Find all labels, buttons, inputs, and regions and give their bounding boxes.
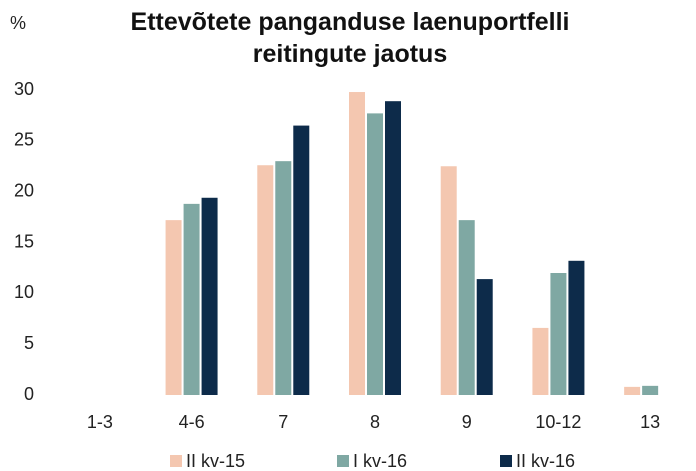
legend-label: II kv-16 [516,451,575,471]
y-tick-label: 25 [14,130,34,150]
legend-swatch [500,455,512,467]
x-tick-label: 7 [278,412,288,432]
x-tick-label: 9 [462,412,472,432]
bar [275,161,292,395]
chart-title: Ettevõtete panganduse laenuportfelli rei… [130,8,570,68]
y-tick-label: 5 [24,333,34,353]
y-tick-label: 10 [14,282,34,302]
legend-label: II kv-15 [186,451,245,471]
x-tick-label: 13 [640,412,660,432]
bar [349,92,365,396]
bar [293,125,310,395]
y-tick-label: 15 [14,231,34,251]
x-tick-label: 1-3 [87,412,113,432]
bar [440,166,457,395]
legend-label: I kv-16 [353,451,407,471]
x-tick-label: 8 [370,412,380,432]
bar [458,220,475,395]
x-tick-label: 4-6 [179,412,205,432]
bar [385,101,401,395]
y-axis-label: % [10,13,26,33]
bar [642,385,659,395]
bar [257,165,274,395]
bar [550,273,567,395]
bar [183,203,200,395]
legend-swatch [170,455,182,467]
y-tick-label: 30 [14,79,34,99]
bar [476,279,493,395]
x-tick-label: 10-12 [535,412,581,432]
bar [165,220,182,395]
bar [367,113,383,395]
legend-swatch [337,455,349,467]
bar [624,386,641,395]
bar [568,260,585,395]
y-tick-label: 20 [14,180,34,200]
y-tick-label: 0 [24,384,34,404]
bar [532,327,549,395]
bar [201,197,218,395]
